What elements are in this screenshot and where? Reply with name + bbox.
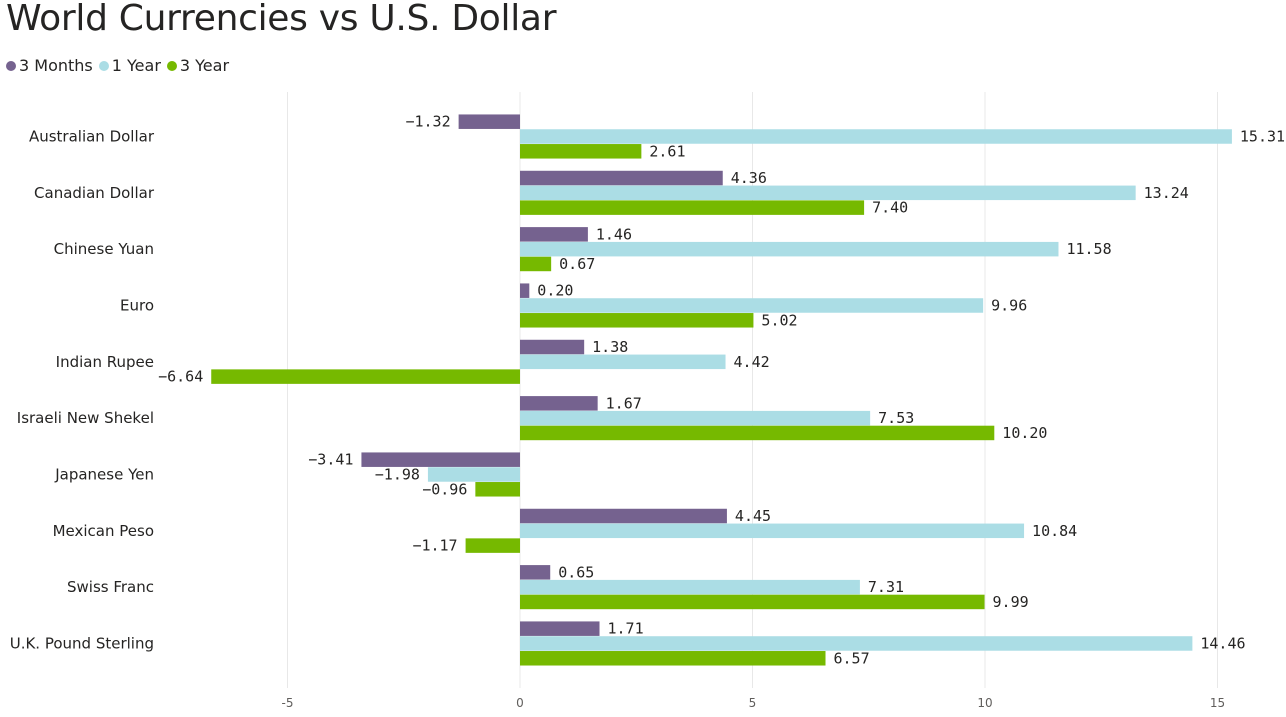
x-tick-label: 0 — [516, 696, 524, 710]
bar-3-months-u-k-pound-sterling[interactable] — [520, 621, 600, 636]
data-label-1-year-japanese-yen: −1.98 — [375, 465, 420, 483]
data-label-3-year-chinese-yuan: 0.67 — [559, 255, 595, 273]
chart-title: World Currencies vs U.S. Dollar — [6, 0, 557, 39]
data-label-3-year-canadian-dollar: 7.40 — [872, 199, 908, 217]
legend-marker-3-months — [6, 60, 16, 71]
data-label-3-year-australian-dollar: 2.61 — [649, 142, 685, 160]
category-label-australian-dollar: Australian Dollar — [29, 128, 155, 146]
data-label-3-year-mexican-peso: −1.17 — [412, 537, 457, 555]
bar-1-year-u-k-pound-sterling[interactable] — [520, 636, 1193, 651]
data-label-1-year-u-k-pound-sterling: 14.46 — [1200, 634, 1245, 652]
data-label-3-months-u-k-pound-sterling: 1.71 — [608, 620, 644, 638]
bar-3-year-canadian-dollar[interactable] — [520, 200, 865, 215]
data-label-1-year-euro: 9.96 — [991, 296, 1027, 314]
bar-3-year-euro[interactable] — [520, 313, 754, 328]
category-label-u-k-pound-sterling: U.K. Pound Sterling — [10, 634, 154, 652]
x-tick-label: 15 — [1210, 696, 1225, 710]
data-label-1-year-canadian-dollar: 13.24 — [1144, 184, 1189, 202]
bar-3-months-euro[interactable] — [520, 283, 530, 298]
data-label-1-year-chinese-yuan: 11.58 — [1066, 240, 1111, 258]
bar-1-year-mexican-peso[interactable] — [520, 523, 1025, 539]
legend-item-1-year[interactable]: 1 Year — [98, 56, 161, 75]
data-label-3-months-chinese-yuan: 1.46 — [596, 225, 632, 243]
x-axis: -5 0 5 10 15 — [282, 696, 1226, 710]
bar-1-year-euro[interactable] — [520, 298, 984, 313]
bar-3-months-australian-dollar[interactable] — [458, 114, 520, 129]
bar-1-year-swiss-franc[interactable] — [520, 579, 860, 595]
data-label-3-months-canadian-dollar: 4.36 — [731, 169, 767, 187]
x-tick-label: -5 — [282, 696, 294, 710]
data-label-3-months-indian-rupee: 1.38 — [592, 338, 628, 356]
data-label-3-year-u-k-pound-sterling: 6.57 — [834, 649, 870, 667]
category-label-indian-rupee: Indian Rupee — [56, 353, 154, 371]
bar-3-year-u-k-pound-sterling[interactable] — [520, 651, 826, 666]
data-label-3-months-israeli-new-shekel: 1.67 — [606, 394, 642, 412]
bar-3-year-mexican-peso[interactable] — [465, 538, 520, 553]
bar-3-months-indian-rupee[interactable] — [520, 339, 585, 355]
x-tick-label: 10 — [977, 696, 992, 710]
bar-3-months-japanese-yen[interactable] — [361, 452, 520, 467]
category-label-chinese-yuan: Chinese Yuan — [54, 240, 154, 258]
bar-1-year-japanese-yen[interactable] — [427, 467, 520, 482]
category-label-canadian-dollar: Canadian Dollar — [34, 184, 155, 202]
bars — [211, 114, 1232, 666]
legend-marker-3-year — [166, 60, 177, 71]
bar-3-year-chinese-yuan[interactable] — [520, 256, 552, 272]
category-label-israeli-new-shekel: Israeli New Shekel — [17, 409, 154, 427]
data-label-1-year-indian-rupee: 4.42 — [734, 353, 770, 371]
bar-3-months-mexican-peso[interactable] — [520, 508, 727, 524]
legend-marker-1-year — [98, 60, 109, 71]
data-label-3-months-swiss-franc: 0.65 — [558, 563, 594, 581]
legend: 3 Months 1 Year 3 Year — [6, 56, 229, 75]
category-label-mexican-peso: Mexican Peso — [53, 522, 154, 540]
data-label-3-year-japanese-yen: −0.96 — [422, 480, 467, 498]
data-label-3-year-indian-rupee: −6.64 — [158, 368, 203, 386]
legend-label-3-months: 3 Months — [19, 56, 93, 75]
data-label-3-year-euro: 5.02 — [761, 311, 797, 329]
legend-label-1-year: 1 Year — [111, 56, 161, 75]
category-label-japanese-yen: Japanese Yen — [54, 465, 154, 483]
data-label-3-months-euro: 0.20 — [537, 282, 573, 300]
bar-3-year-australian-dollar[interactable] — [520, 144, 642, 159]
bar-1-year-canadian-dollar[interactable] — [520, 185, 1136, 201]
bar-3-year-israeli-new-shekel[interactable] — [520, 425, 995, 441]
x-tick-label: 5 — [749, 696, 757, 710]
data-labels: −1.32 15.31 2.61 4.36 13.24 7.40 1.46 11.58 0.67… — [158, 113, 1285, 668]
legend-label-3-year: 3 Year — [179, 56, 230, 75]
data-label-3-year-swiss-franc: 9.99 — [993, 593, 1029, 611]
category-label-euro: Euro — [120, 296, 154, 314]
data-label-3-months-australian-dollar: −1.32 — [405, 113, 450, 131]
data-label-1-year-israeli-new-shekel: 7.53 — [878, 409, 914, 427]
data-label-3-year-israeli-new-shekel: 10.20 — [1002, 424, 1047, 442]
bar-1-year-indian-rupee[interactable] — [520, 354, 726, 370]
data-label-1-year-mexican-peso: 10.84 — [1032, 522, 1077, 540]
category-label-swiss-franc: Swiss Franc — [67, 578, 154, 596]
bar-3-months-israeli-new-shekel[interactable] — [520, 396, 598, 411]
bar-1-year-israeli-new-shekel[interactable] — [520, 410, 871, 426]
bar-3-months-chinese-yuan[interactable] — [520, 227, 588, 242]
data-label-3-months-mexican-peso: 4.45 — [735, 507, 771, 525]
bar-3-year-indian-rupee[interactable] — [211, 369, 521, 384]
data-label-1-year-swiss-franc: 7.31 — [868, 578, 904, 596]
bar-1-year-chinese-yuan[interactable] — [520, 241, 1059, 257]
data-label-1-year-australian-dollar: 15.31 — [1240, 128, 1285, 146]
bar-3-months-canadian-dollar[interactable] — [520, 170, 723, 186]
data-label-3-months-japanese-yen: −3.41 — [308, 451, 353, 469]
bar-1-year-australian-dollar[interactable] — [520, 129, 1232, 144]
bar-3-months-swiss-franc[interactable] — [520, 565, 551, 580]
y-axis: Australian Dollar Canadian Dollar Chinese … — [10, 128, 155, 653]
bar-3-year-swiss-franc[interactable] — [520, 594, 985, 610]
legend-item-3-year[interactable]: 3 Year — [166, 56, 230, 75]
legend-item-3-months[interactable]: 3 Months — [6, 56, 93, 75]
bar-3-year-japanese-yen[interactable] — [475, 482, 520, 497]
